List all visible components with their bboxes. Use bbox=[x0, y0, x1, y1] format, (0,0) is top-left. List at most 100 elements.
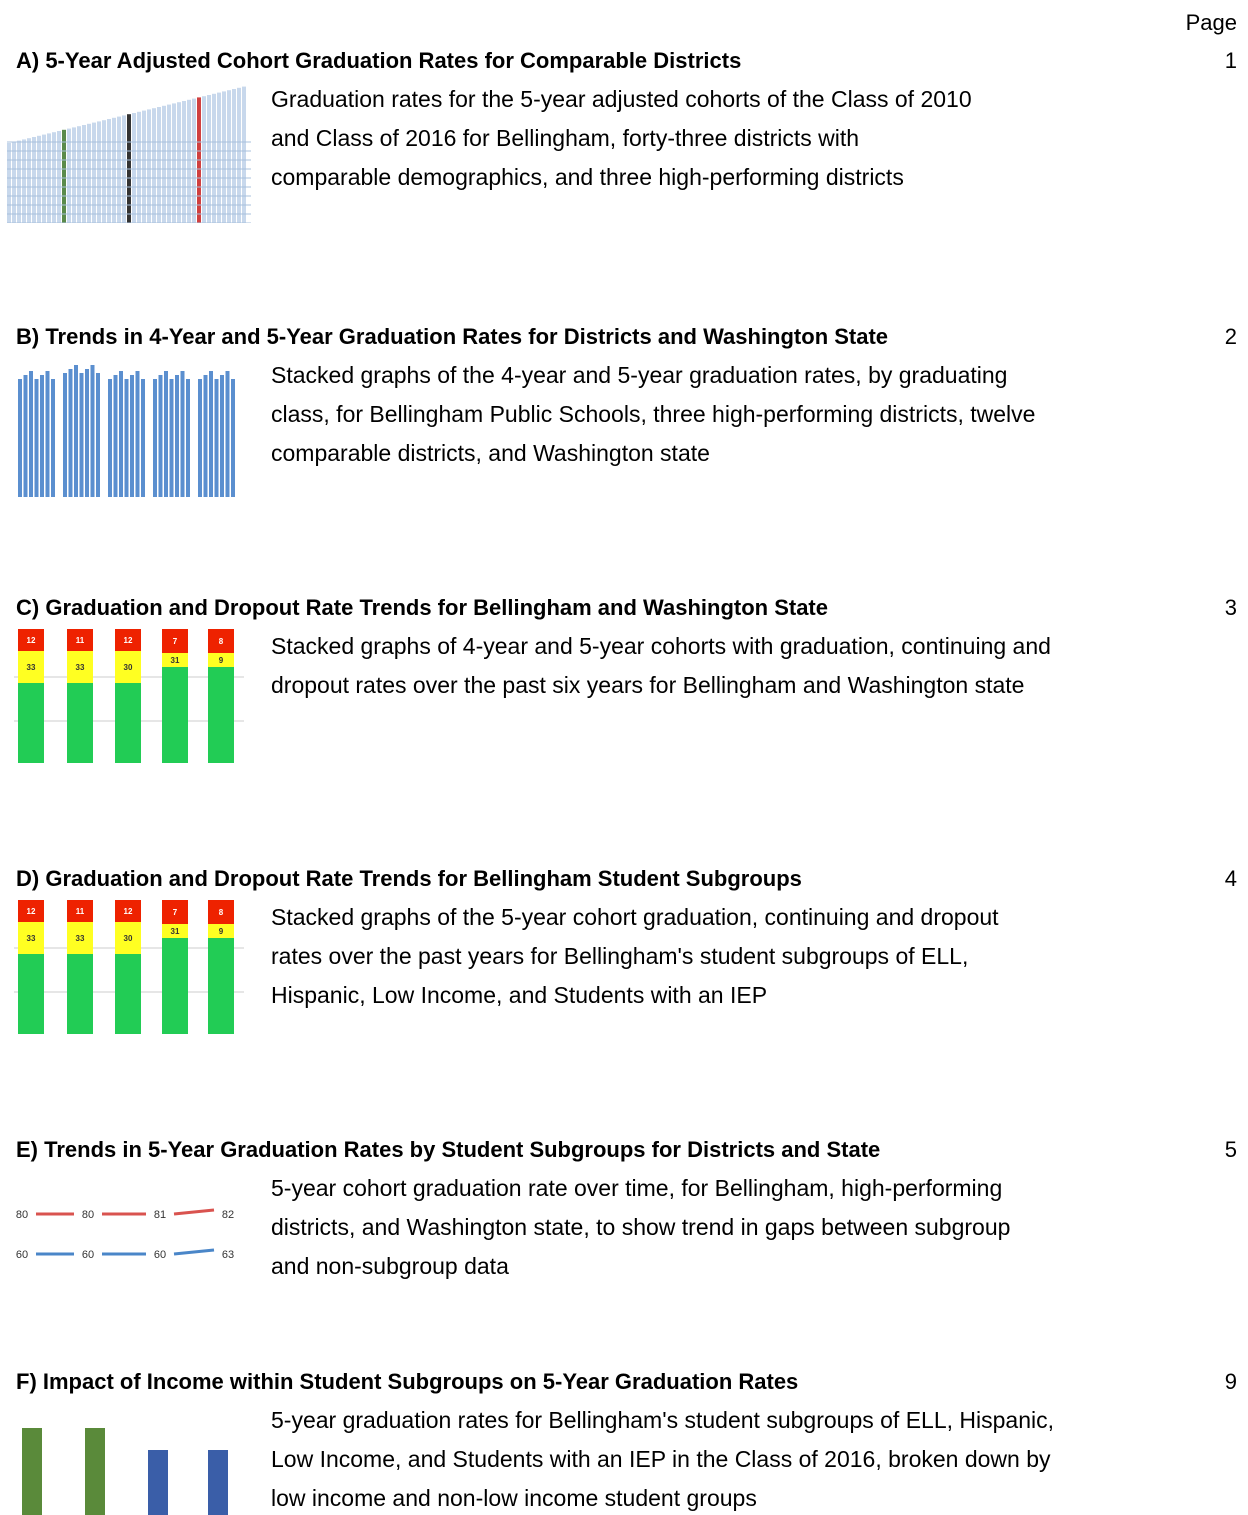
thumb-label: 82 bbox=[222, 1209, 234, 1221]
thumb-bar bbox=[152, 108, 156, 223]
thumb-label: 7 bbox=[173, 637, 178, 646]
thumb-label: 12 bbox=[27, 636, 36, 645]
description-line: Stacked graphs of the 5-year cohort grad… bbox=[271, 904, 999, 930]
thumb-label: 33 bbox=[27, 663, 36, 672]
description-line: class, for Bellingham Public Schools, th… bbox=[271, 401, 1036, 427]
thumb-bar bbox=[102, 120, 106, 223]
thumb-segment bbox=[208, 924, 234, 938]
page-number: 2 bbox=[1224, 324, 1237, 349]
thumb-label: 80 bbox=[16, 1209, 28, 1221]
thumb-bar bbox=[22, 139, 26, 223]
description-line: low income and non-low income student gr… bbox=[271, 1485, 757, 1511]
thumb-bar bbox=[164, 371, 168, 497]
thumb-bar bbox=[157, 107, 161, 223]
thumb-bar bbox=[177, 102, 181, 223]
thumb-bar bbox=[198, 379, 202, 497]
thumb-label: 33 bbox=[76, 663, 85, 672]
description-line: 5-year graduation rates for Bellingham's… bbox=[271, 1407, 1054, 1433]
thumb-bar bbox=[27, 138, 31, 223]
thumb-bar bbox=[23, 375, 28, 497]
thumb-label: 9 bbox=[219, 927, 224, 936]
thumbnail bbox=[22, 1428, 228, 1515]
thumb-bar bbox=[158, 375, 163, 497]
thumb-bar bbox=[79, 373, 84, 497]
description-line: Low Income, and Students with an IEP in … bbox=[271, 1446, 1051, 1472]
thumb-bar bbox=[67, 128, 71, 223]
thumb-segment bbox=[18, 651, 44, 683]
thumb-bar bbox=[130, 375, 134, 497]
thumb-segment bbox=[115, 900, 141, 922]
thumb-bar bbox=[209, 371, 213, 497]
thumb-segment bbox=[115, 922, 141, 954]
section-title: E) Trends in 5-Year Graduation Rates by … bbox=[16, 1137, 881, 1162]
thumb-bar bbox=[242, 86, 246, 223]
description-line: 5-year cohort graduation rate over time,… bbox=[271, 1175, 1003, 1201]
thumb-bar bbox=[147, 109, 151, 223]
thumb-bar bbox=[208, 1450, 228, 1515]
thumb-segment bbox=[67, 900, 93, 922]
description-line: rates over the past years for Bellingham… bbox=[271, 943, 969, 969]
thumb-bar bbox=[148, 1450, 168, 1515]
thumb-bar bbox=[142, 110, 146, 223]
description-line: dropout rates over the past six years fo… bbox=[271, 672, 1025, 698]
thumb-line bbox=[173, 1248, 215, 1256]
thumb-label: 33 bbox=[27, 934, 36, 943]
thumbnail: 12 33 11 33 12 30 7 31 8 9 bbox=[14, 629, 244, 763]
description-line: and non-subgroup data bbox=[271, 1253, 509, 1279]
description-line: Stacked graphs of the 4-year and 5-year … bbox=[271, 362, 1008, 388]
thumb-bar bbox=[62, 129, 66, 223]
thumb-bar bbox=[18, 379, 22, 497]
thumb-bar bbox=[40, 375, 44, 497]
thumb-bar bbox=[222, 91, 226, 223]
thumb-bar bbox=[217, 92, 221, 223]
section-title: F) Impact of Income within Student Subgr… bbox=[16, 1369, 799, 1394]
thumb-segment bbox=[18, 922, 44, 954]
description-line: and Class of 2016 for Bellingham, forty-… bbox=[271, 125, 860, 151]
thumbnail bbox=[18, 365, 235, 497]
thumb-bar bbox=[186, 379, 190, 497]
thumb-bar bbox=[231, 379, 235, 497]
thumb-bar bbox=[12, 141, 16, 223]
thumb-bar bbox=[34, 379, 39, 497]
thumb-label: 60 bbox=[16, 1249, 28, 1261]
thumb-bar bbox=[82, 125, 86, 223]
thumbnail bbox=[7, 82, 251, 223]
thumb-bar bbox=[180, 371, 185, 497]
thumb-bar bbox=[72, 127, 76, 223]
thumb-bar bbox=[203, 375, 208, 497]
thumb-bar bbox=[85, 1428, 105, 1515]
thumb-label: 12 bbox=[27, 907, 36, 916]
thumb-bar bbox=[29, 371, 33, 497]
thumb-bar bbox=[96, 373, 100, 497]
description-line: comparable districts, and Washington sta… bbox=[271, 440, 710, 466]
thumb-bar bbox=[167, 104, 171, 223]
thumb-label: 30 bbox=[124, 934, 133, 943]
thumb-bar bbox=[124, 379, 129, 497]
page-number: 3 bbox=[1224, 595, 1237, 620]
description-line: comparable demographics, and three high-… bbox=[271, 164, 904, 190]
thumb-bar bbox=[135, 371, 140, 497]
thumb-label: 12 bbox=[124, 636, 133, 645]
thumb-segment bbox=[208, 900, 234, 924]
thumb-bar bbox=[232, 89, 236, 223]
description-line: Graduation rates for the 5-year adjusted… bbox=[271, 86, 972, 112]
thumb-bar bbox=[132, 113, 136, 223]
thumb-label: 30 bbox=[124, 663, 133, 672]
thumb-bar bbox=[227, 90, 231, 223]
thumb-bar bbox=[77, 126, 81, 223]
thumb-bar bbox=[207, 95, 211, 223]
thumb-segment bbox=[18, 629, 44, 651]
thumb-label: 9 bbox=[219, 656, 224, 665]
thumb-label: 7 bbox=[173, 908, 178, 917]
thumb-label: 8 bbox=[219, 637, 224, 646]
page-header: Page bbox=[1185, 10, 1237, 35]
thumb-bar bbox=[137, 111, 141, 223]
thumb-label: 8 bbox=[219, 908, 224, 917]
thumb-bar bbox=[117, 116, 121, 223]
thumb-bar bbox=[119, 371, 123, 497]
thumb-bar bbox=[113, 375, 118, 497]
thumb-label: 80 bbox=[82, 1209, 94, 1221]
description-line: Hispanic, Low Income, and Students with … bbox=[271, 982, 768, 1008]
thumb-segment bbox=[67, 651, 93, 683]
